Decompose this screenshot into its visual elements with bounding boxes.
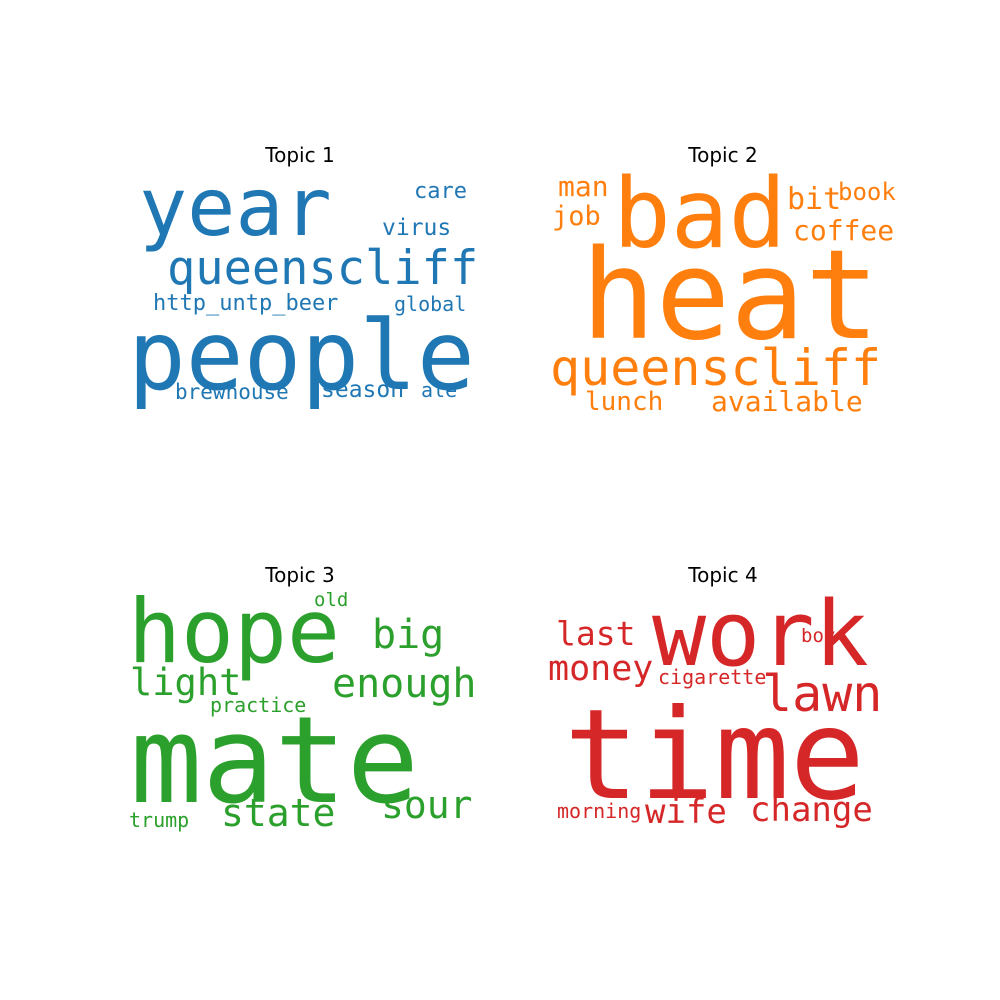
word: year — [139, 161, 332, 254]
word: bad — [613, 158, 787, 270]
word: old — [314, 589, 349, 611]
word: care — [414, 179, 467, 204]
word: boy — [801, 625, 836, 647]
word: man — [558, 170, 609, 203]
word: brewhouse — [175, 380, 289, 404]
word: queenscliff — [167, 241, 479, 296]
word: trump — [129, 808, 190, 832]
word: lawn — [762, 665, 883, 723]
topic-title: Topic 4 — [688, 563, 758, 587]
word: big — [372, 612, 445, 658]
word: coffee — [793, 214, 895, 247]
word: cigarette — [658, 665, 767, 689]
word: ale — [421, 378, 458, 402]
word: work — [652, 582, 869, 687]
word: mate — [130, 692, 419, 831]
word: heat — [581, 224, 880, 368]
word: last — [556, 614, 636, 653]
topic-title: Topic 2 — [688, 143, 758, 167]
word: state — [221, 791, 336, 835]
word: enough — [332, 661, 477, 707]
word: change — [750, 790, 873, 830]
word: lunch — [585, 387, 664, 417]
word: queenscliff — [550, 339, 882, 397]
topic-title: Topic 3 — [265, 563, 335, 587]
word: http_untp_beer — [153, 291, 339, 316]
word: virus — [382, 215, 452, 241]
word: practice — [210, 693, 307, 717]
word: bit — [787, 182, 842, 217]
word: season — [321, 377, 405, 403]
word: hope — [128, 580, 340, 683]
word: job — [552, 201, 601, 232]
word: people — [128, 300, 475, 412]
word: morning — [557, 799, 642, 823]
word: available — [711, 385, 863, 418]
word: wife — [645, 792, 727, 832]
word: money — [548, 649, 654, 689]
word: sour — [381, 783, 473, 827]
topic-title: Topic 1 — [265, 143, 335, 167]
word: light — [130, 661, 242, 704]
word: global — [394, 292, 467, 316]
word: time — [564, 683, 866, 828]
word: book — [838, 178, 896, 206]
